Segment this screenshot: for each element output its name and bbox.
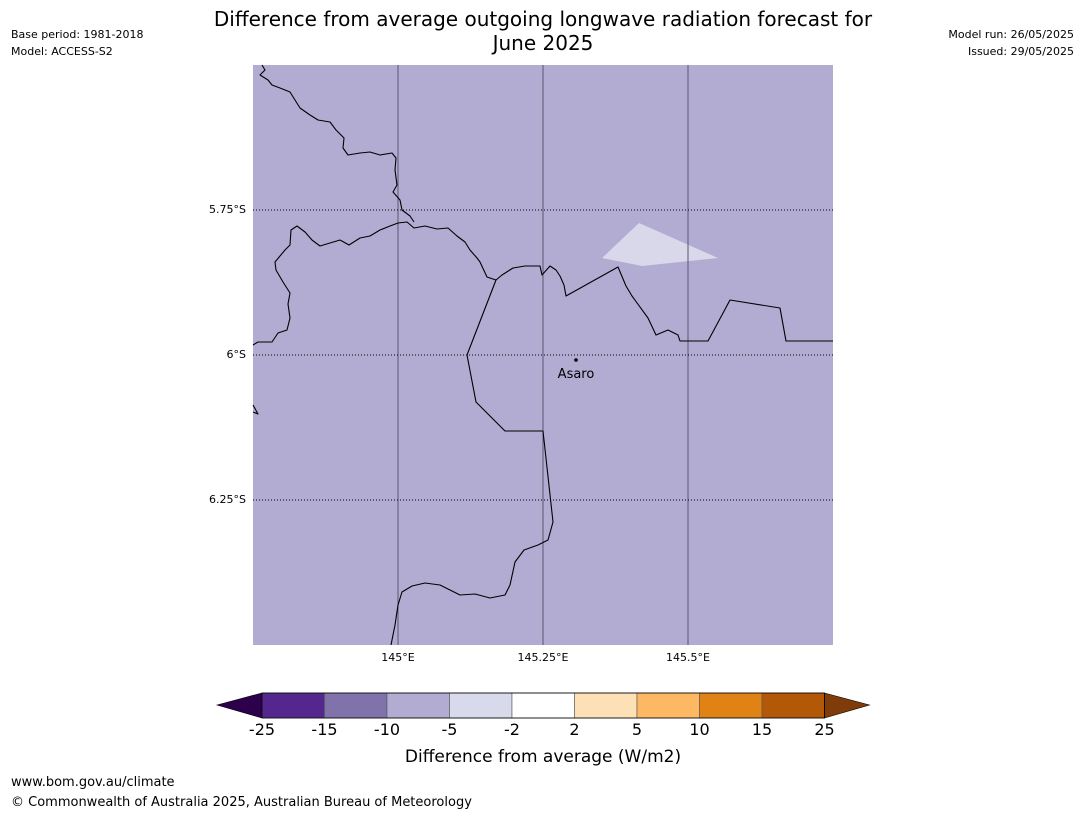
- colorbar-tick-label: 25: [814, 720, 834, 739]
- colorbar-bin: [699, 692, 763, 719]
- colorbar-title: Difference from average (W/m2): [405, 747, 681, 767]
- footer-url: www.bom.gov.au/climate: [11, 775, 175, 790]
- metadata-right: Model run: 26/05/2025 Issued: 29/05/2025: [948, 26, 1074, 60]
- lon-label: 145.25°E: [518, 651, 569, 664]
- colorbar-tick-label: -2: [504, 720, 520, 739]
- title-line-2: June 2025: [492, 31, 594, 55]
- colorbar-bin: [261, 692, 325, 719]
- boundary-line: [563, 266, 833, 342]
- boundary-line: [390, 279, 554, 646]
- metadata-left: Base period: 1981-2018 Model: ACCESS-S2: [11, 26, 143, 60]
- model-run-text: Model run: 26/05/2025: [948, 28, 1074, 41]
- lat-label: 6.25°S: [209, 493, 246, 506]
- colorbar-extend-high: [824, 692, 871, 719]
- asaro-marker: [574, 358, 578, 362]
- forecast-map: Asaro 5.75°S 6°S 6.25°S 145°E 145.25°E 1…: [209, 64, 871, 767]
- lon-label: 145.5°E: [666, 651, 710, 664]
- issued-text: Issued: 29/05/2025: [967, 45, 1074, 58]
- colorbar-bin: [449, 692, 513, 719]
- colorbar-bin: [386, 692, 450, 719]
- colorbar-frame: [261, 692, 825, 719]
- colorbar-tick-label: -10: [374, 720, 400, 739]
- colorbar-tick-label: -5: [442, 720, 458, 739]
- base-period-text: Base period: 1981-2018: [11, 28, 144, 41]
- map-panel: Asaro 5.75°S 6°S 6.25°S 145°E 145.25°E 1…: [209, 64, 833, 664]
- colorbar-tick-label: 15: [752, 720, 772, 739]
- boundary-line: [252, 404, 259, 415]
- colorbar-tick-label: 2: [569, 720, 579, 739]
- colorbar-tick-label: -15: [311, 720, 337, 739]
- lat-label: 6°S: [227, 348, 246, 361]
- colorbar-tick-label: 5: [632, 720, 642, 739]
- boundaries: [252, 64, 833, 646]
- colorbar-tick-label: -25: [249, 720, 275, 739]
- colorbar-bin: [761, 692, 825, 719]
- lat-label: 5.75°S: [209, 203, 246, 216]
- lon-label: 145°E: [381, 651, 414, 664]
- colorbar-bin: [636, 692, 700, 719]
- model-text: Model: ACCESS-S2: [11, 45, 113, 58]
- map-title: Difference from average outgoing longwav…: [180, 7, 906, 55]
- footer-copyright: © Commonwealth of Australia 2025, Austra…: [11, 795, 472, 810]
- boundary-line: [252, 221, 565, 346]
- colorbar-bin: [574, 692, 638, 719]
- title-line-1: Difference from average outgoing longwav…: [213, 7, 873, 31]
- boundary-line: [259, 64, 415, 223]
- anomaly-patch: [602, 223, 718, 266]
- colorbar-bin: [511, 692, 575, 719]
- colorbar-tick-label: 10: [689, 720, 709, 739]
- colorbar-extend-low: [215, 692, 263, 719]
- asaro-label: Asaro: [558, 367, 595, 382]
- colorbar-bin: [324, 692, 388, 719]
